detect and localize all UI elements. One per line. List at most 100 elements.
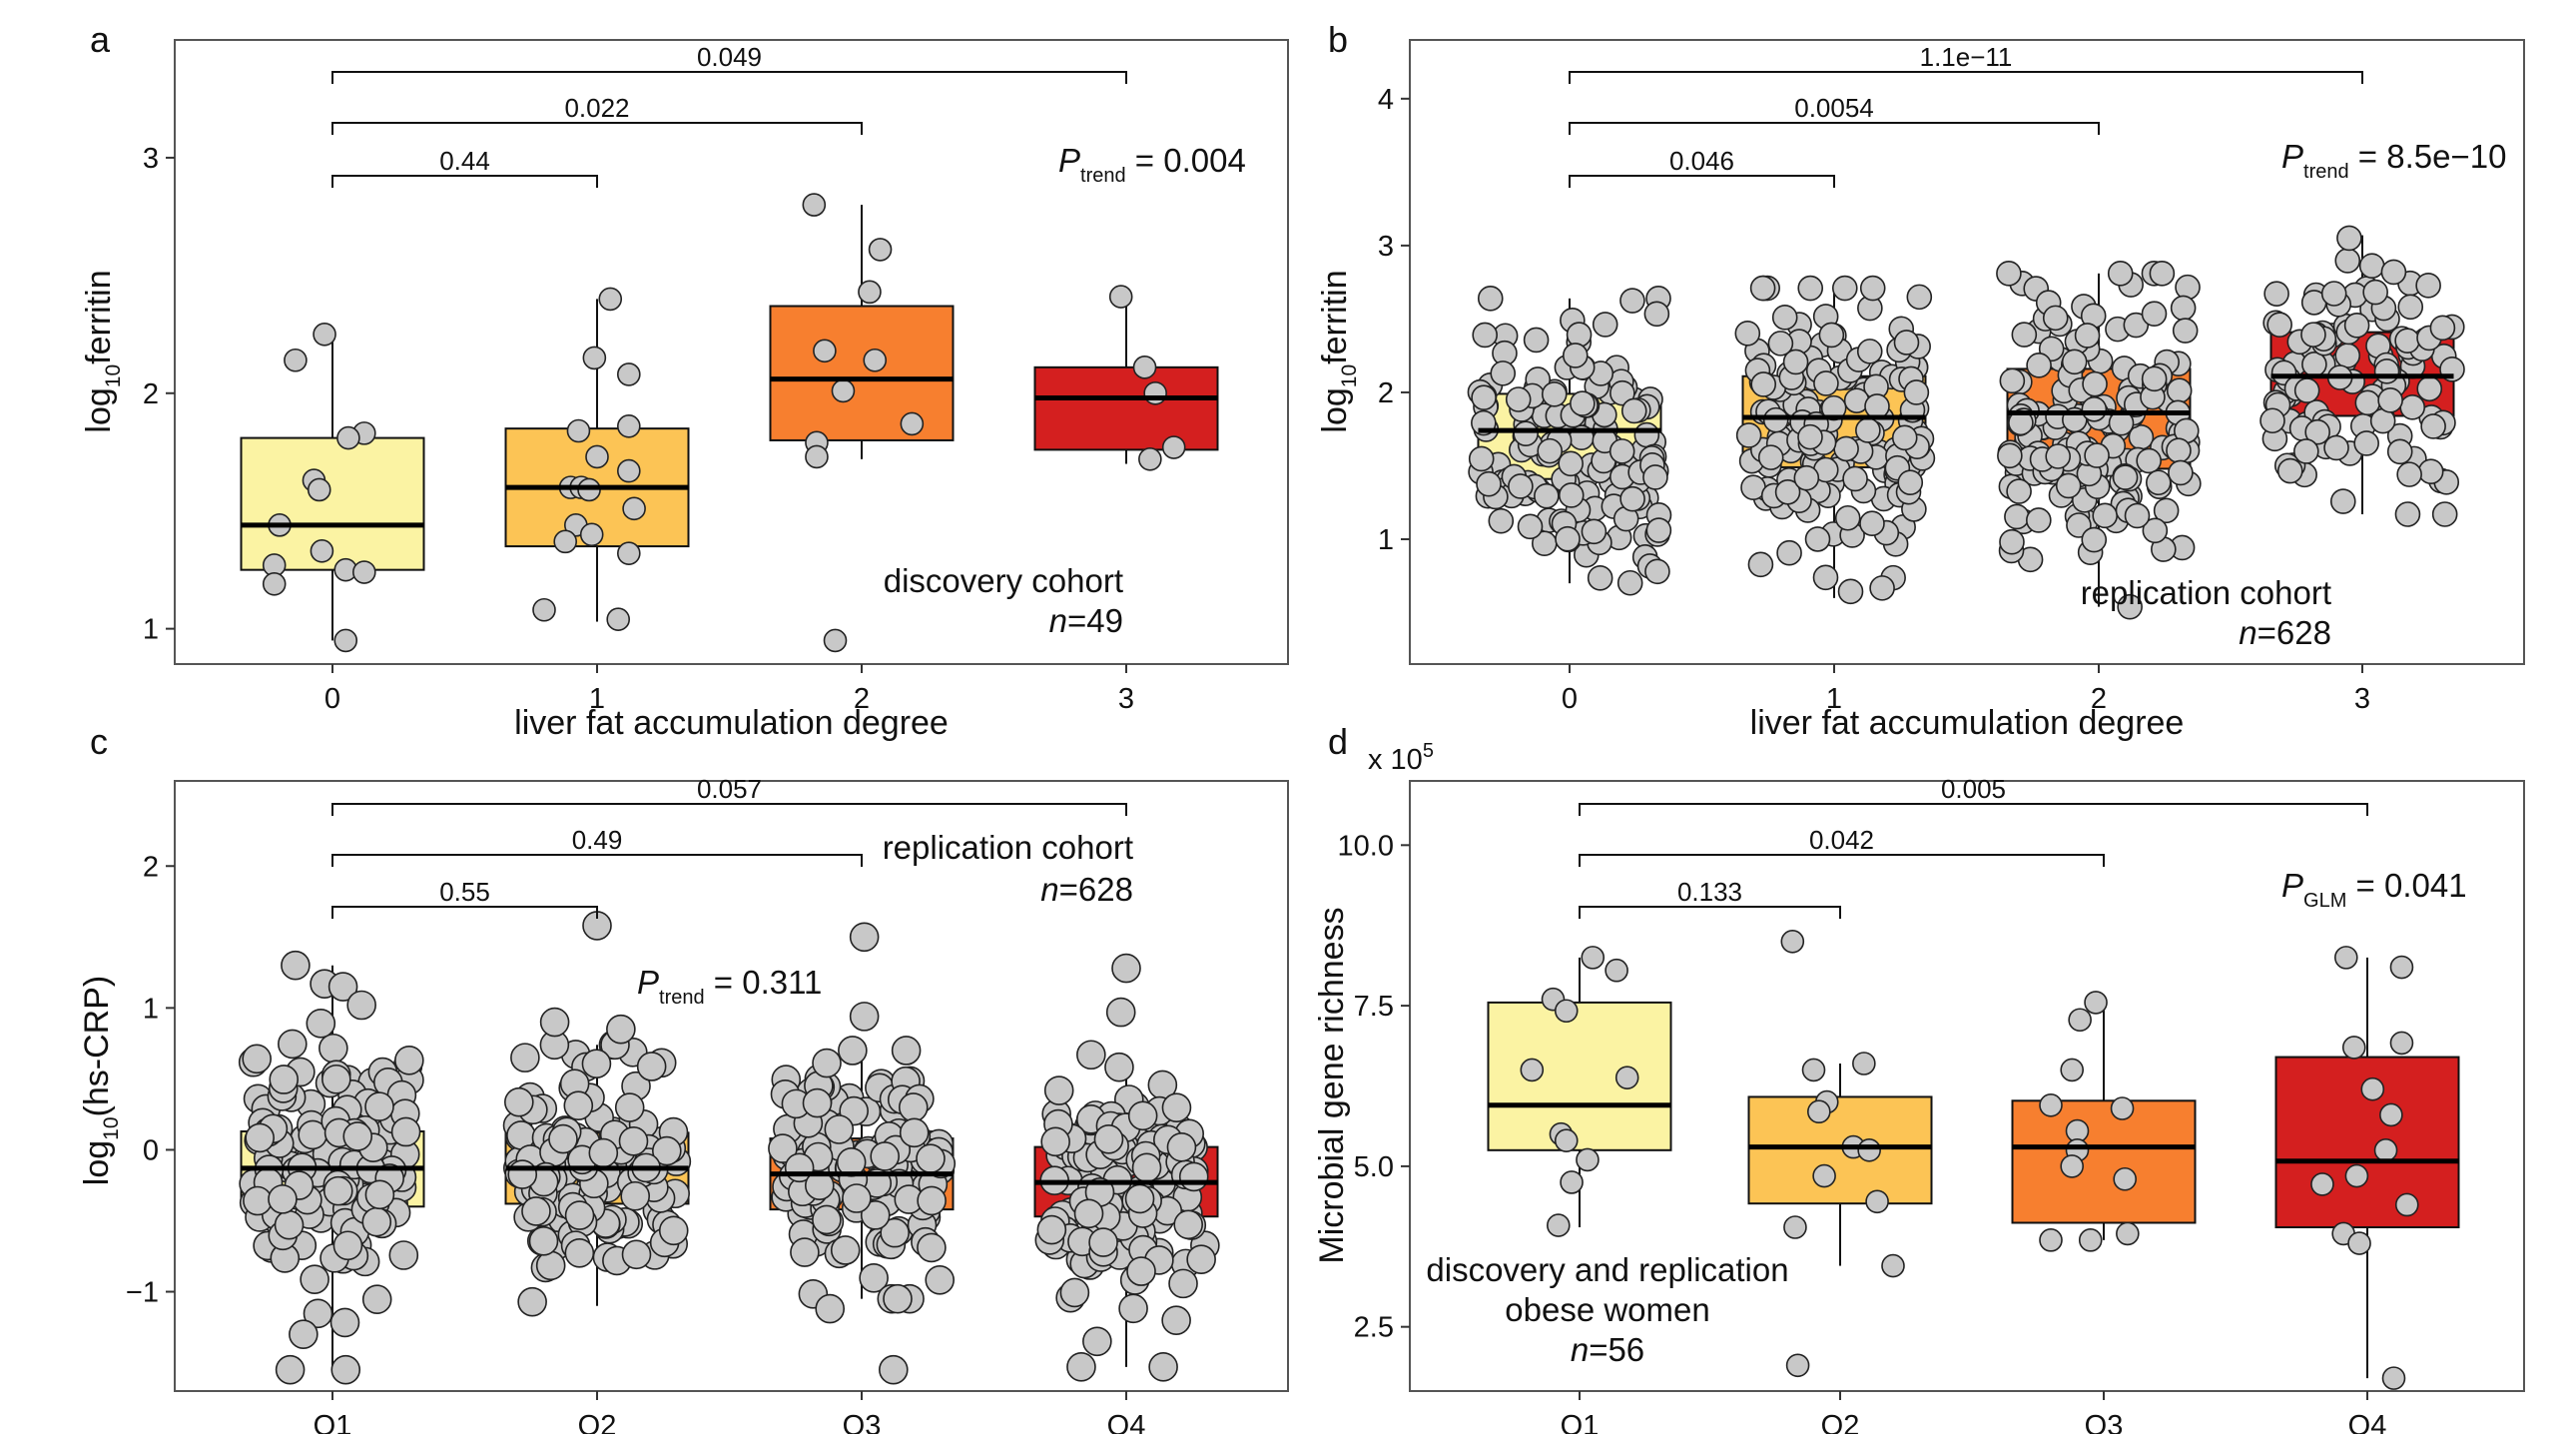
data-point xyxy=(900,411,925,436)
panel-a: a 1 2 3 0 1 2 3 liver fat accumulation degree log… xyxy=(80,19,1289,742)
data-point xyxy=(842,1183,872,1213)
data-point xyxy=(1856,339,1883,364)
y-tick-label: 4 xyxy=(1378,84,1394,116)
data-point xyxy=(284,348,308,372)
data-point xyxy=(1468,445,1495,472)
data-point xyxy=(388,1240,419,1270)
cohort-note: discovery and replication xyxy=(1426,1251,1788,1288)
data-point xyxy=(281,950,311,981)
data-point xyxy=(1644,558,1670,585)
stat-annotation: Ptrend = 0.311 xyxy=(637,964,822,1009)
data-point xyxy=(622,496,646,521)
cohort-note: n=56 xyxy=(1571,1331,1644,1368)
data-point xyxy=(870,1141,901,1171)
data-point xyxy=(2347,1231,2371,1255)
data-point xyxy=(2074,323,2101,349)
data-point xyxy=(1471,384,1497,411)
data-point xyxy=(1837,578,1864,605)
x-tick-label: 2 xyxy=(854,683,870,715)
x-tick-label: Q2 xyxy=(1821,1410,1860,1434)
data-point xyxy=(925,1265,956,1295)
data-point xyxy=(849,1002,880,1032)
data-point xyxy=(346,990,376,1021)
data-point xyxy=(1605,958,1628,983)
data-point xyxy=(2175,274,2201,301)
data-point xyxy=(768,1133,798,1163)
data-point xyxy=(1076,1040,1106,1071)
y-tick-label: 10.0 xyxy=(1338,830,1394,862)
data-point xyxy=(1576,1147,1600,1172)
data-point xyxy=(1813,370,1839,396)
data-point xyxy=(2420,413,2446,439)
data-point xyxy=(1735,422,1762,448)
data-point xyxy=(2110,1096,2135,1120)
data-point xyxy=(2429,315,2456,342)
data-point xyxy=(1804,526,1831,552)
data-point xyxy=(2026,507,2052,533)
data-point xyxy=(1186,1244,1216,1274)
y-axis-label: log10ferritin xyxy=(1316,270,1361,432)
data-point xyxy=(1999,528,2025,555)
data-point xyxy=(1520,1058,1545,1082)
data-point xyxy=(2300,322,2326,348)
data-point xyxy=(1547,1213,1571,1237)
bracket-line xyxy=(331,122,863,135)
data-point xyxy=(1757,444,1784,470)
data-point xyxy=(2112,464,2139,490)
data-point xyxy=(1903,379,1930,405)
plot-frame xyxy=(1409,780,2525,1392)
data-point xyxy=(2026,353,2052,378)
plot-frame xyxy=(174,39,1289,665)
data-point xyxy=(2061,349,2088,375)
data-point xyxy=(1143,380,1167,405)
data-point xyxy=(1166,1132,1197,1162)
data-point xyxy=(812,1204,842,1235)
data-point xyxy=(269,1065,300,1094)
data-point xyxy=(2006,478,2032,504)
data-point xyxy=(1620,397,1647,424)
data-point xyxy=(1534,482,1560,509)
y-axis-label-main: Microbial gene richness xyxy=(1313,907,1351,1263)
data-point xyxy=(2380,259,2407,286)
box-Q1 xyxy=(1487,957,1672,1227)
box-0 xyxy=(240,334,425,641)
data-point xyxy=(322,1175,353,1206)
bracket-label: 0.49 xyxy=(572,825,623,855)
significance-bracket: 0.0054 xyxy=(1569,93,2100,135)
data-point xyxy=(2055,472,2082,499)
data-point xyxy=(2334,343,2361,368)
data-point xyxy=(1864,393,1890,419)
data-point xyxy=(1472,322,1498,349)
data-point xyxy=(1797,423,1823,450)
data-point xyxy=(268,1184,298,1214)
data-point xyxy=(1643,301,1670,328)
data-point xyxy=(2416,375,2443,402)
data-point xyxy=(830,1235,861,1265)
data-point xyxy=(2068,1008,2092,1033)
data-point xyxy=(790,1237,820,1267)
cohort-note: obese women xyxy=(1505,1291,1709,1328)
data-point xyxy=(532,597,556,622)
data-point xyxy=(1783,1215,1807,1239)
data-point xyxy=(517,1286,547,1317)
y-axis-label-tail: (hs-CRP) xyxy=(78,976,116,1117)
data-point xyxy=(2360,1076,2385,1101)
data-point xyxy=(2310,1172,2334,1196)
cohort-note: n=49 xyxy=(1049,602,1123,639)
y-tick-label: 5.0 xyxy=(1354,1151,1394,1183)
data-point xyxy=(1734,321,1761,347)
data-point xyxy=(2011,322,2038,348)
cohort-note: replication cohort xyxy=(2081,574,2331,611)
data-point xyxy=(831,378,856,403)
data-point xyxy=(1852,1052,1876,1076)
data-point xyxy=(1111,953,1141,984)
data-point xyxy=(351,560,376,584)
data-point xyxy=(1040,1126,1070,1157)
bracket-line xyxy=(331,906,598,919)
data-point xyxy=(2166,437,2192,464)
data-point xyxy=(1178,1161,1209,1192)
data-point xyxy=(2081,395,2108,422)
points-layer xyxy=(262,193,1186,653)
x-tick-label: Q4 xyxy=(2348,1410,2387,1434)
data-point xyxy=(636,1052,667,1081)
